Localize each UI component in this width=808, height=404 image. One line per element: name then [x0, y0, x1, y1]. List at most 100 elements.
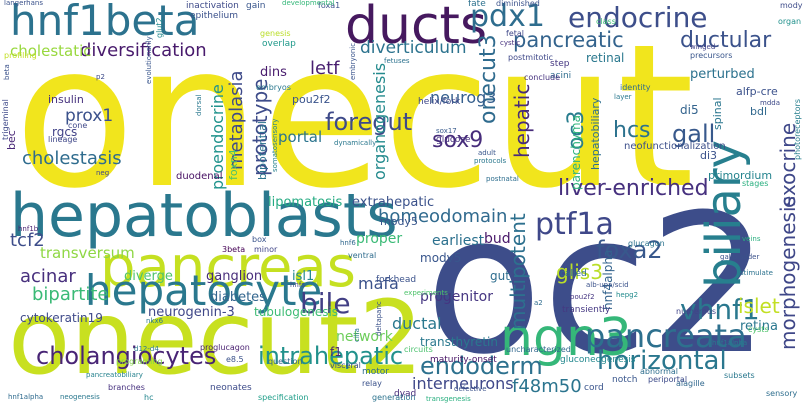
word-sox9: sox9 — [432, 128, 484, 153]
word-mody: mody — [780, 1, 803, 10]
word-transiently: transiently — [562, 305, 611, 315]
word-overlap: overlap — [262, 39, 296, 49]
word-insulin: insulin — [48, 93, 84, 106]
word-foxa2: foxa2 — [596, 236, 663, 264]
word-cholestasis: cholestasis — [22, 148, 122, 169]
word-endoderm: endoderm — [420, 352, 543, 380]
word-hepatobiliary: hepatobiliary — [589, 97, 602, 170]
word-perturbed: perturbed — [690, 67, 755, 82]
word-motor: motor — [362, 367, 390, 377]
word-foxa1: foxa1 — [318, 1, 341, 10]
word-hepatic: hepatic — [510, 83, 534, 158]
word-neurog3: neurog3 — [430, 88, 497, 107]
word-hnf1beta: hnf1beta — [10, 0, 200, 45]
word-cholestatic: cholestatic — [10, 42, 92, 60]
word-tcf2: tcf2 — [10, 230, 45, 251]
word-duodenal: duodenal — [176, 171, 223, 182]
word-interneurons: interneurons — [412, 374, 514, 393]
word-pancreata: pancreata — [585, 317, 747, 355]
word-biliary: biliary — [696, 139, 752, 288]
word-e8-5: e8.5 — [226, 355, 244, 364]
word-postnatal: postnatal — [486, 175, 519, 183]
word-transversum: transversum — [40, 244, 135, 262]
word-foxn4: foxn4 — [227, 149, 240, 180]
word-uncharacterized: uncharacterized — [506, 345, 571, 354]
word-diverticulum: diverticulum — [360, 38, 467, 58]
word-prox1: prox1 — [65, 106, 114, 126]
word-glut2: glut2 — [155, 17, 164, 38]
word-postmitotic: postmitotic — [508, 53, 554, 62]
word-embryos: embryos — [256, 83, 291, 92]
word-pancreas: pancreas — [100, 235, 356, 300]
word-acinar: acinar — [20, 266, 76, 287]
word-intrahepatic: intrahepatic — [258, 342, 404, 370]
word-cilia: cilia — [353, 328, 361, 342]
word-modv5: modv5 — [420, 251, 462, 265]
word-deltapanc: deltapanc — [375, 301, 383, 336]
word-periportal: periportal — [648, 375, 688, 384]
word-beta: beta — [3, 64, 11, 80]
word-p2: p2 — [96, 73, 105, 81]
word-bile: bile — [300, 287, 351, 320]
word-3beta: 3beta — [222, 245, 246, 254]
word-alfp-cre: alfp-cre — [736, 85, 778, 98]
word-homeodomain: homeodomain — [378, 206, 508, 227]
word-bdl: bdl — [750, 105, 768, 118]
word-pancreatobiliary: pancreatobiliary — [86, 371, 143, 379]
word-onecut2: onecut2 — [8, 279, 424, 398]
word-hepatocyte: hepatocyte — [85, 266, 323, 315]
word-isl1: isl1 — [292, 269, 315, 284]
word-ngn3: ngn3 — [500, 308, 633, 368]
word-langerhans: langerhans — [4, 0, 43, 7]
word-specification: specification — [258, 393, 309, 402]
word-f1: f1 — [330, 345, 342, 359]
word-epithelium: epithelium — [190, 11, 238, 21]
word-hnf4alpha: hnf4alpha — [601, 249, 615, 310]
word-relay: relay — [362, 379, 382, 388]
word-glis3: glis3 — [556, 260, 603, 284]
word-inactivation: inactivation — [186, 1, 239, 11]
word-branches: branches — [108, 383, 145, 392]
word-ducts: ducts — [345, 0, 488, 56]
word-diminished: diminished — [496, 0, 540, 8]
word-liver-enriched: liver-enriched — [558, 176, 709, 201]
word-cholangiocytes: cholangiocytes — [36, 342, 217, 370]
word-glucose: glucose — [436, 135, 471, 145]
word-diverge: diverge — [124, 269, 173, 284]
word-fetuses: fetuses — [384, 57, 410, 65]
word-hnf6: hnf6 — [340, 239, 356, 247]
word-alb-upa-scid: alb-upa/scid — [586, 281, 629, 289]
word-winged: winged — [690, 43, 716, 51]
word-neonates: neonates — [210, 383, 252, 393]
word-question: question — [268, 357, 303, 366]
word-sox17: sox17 — [436, 127, 457, 135]
word-horizontal: horizontal — [597, 346, 727, 376]
word-gain: gain — [246, 1, 266, 11]
word-oc2: oc2 — [425, 174, 771, 397]
word-notch: notch — [612, 375, 638, 385]
word-primordium: primordium — [708, 169, 773, 182]
word-lineage: lineage — [48, 135, 78, 144]
word-parenchyma: parenchyma — [569, 115, 583, 190]
word-neurogenin-3: neurogenin-3 — [148, 305, 235, 320]
word-mdda: mdda — [760, 99, 780, 107]
word-bipartite: bipartite — [32, 284, 109, 305]
word-pou2f2-b: pou2f2 — [570, 293, 595, 301]
word-layer: layer — [614, 93, 632, 101]
word-letf: letf — [310, 58, 340, 79]
word-helix-fork: helix/fork — [418, 97, 461, 107]
word-ganglion: ganglion — [206, 269, 263, 284]
word-diversification: diversification — [80, 40, 207, 61]
word-class: class — [596, 17, 616, 26]
word-ductular: ductular — [680, 28, 772, 53]
word-hepg2: hepg2 — [616, 291, 639, 299]
word-bipotential: bipotential — [256, 121, 269, 180]
word-forkhead: forkhead — [376, 275, 417, 285]
word-stimulate: stimulate — [740, 269, 773, 277]
word-abnormal: abnormal — [640, 367, 679, 376]
word-visceral: visceral — [330, 361, 361, 370]
word-extrahepatic: extrahepatic — [352, 195, 435, 210]
word-d12-d4: d12-d4 — [134, 345, 159, 353]
word-tubulogenesis: tubulogenesis — [254, 305, 339, 319]
word-pancreatic: pancreatic — [513, 28, 624, 52]
